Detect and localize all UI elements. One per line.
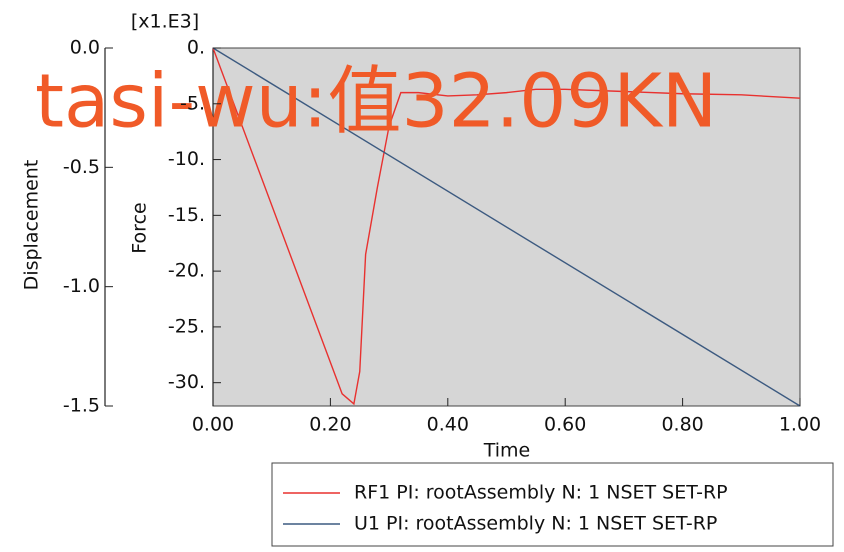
multiplier: [x1.E3]	[131, 11, 199, 33]
y-tick-label: -15.	[168, 204, 205, 226]
y2-tick-label: -0.5	[63, 156, 100, 178]
data-line	[212, 47, 801, 407]
data-line	[212, 47, 801, 406]
x-tick-label: 0.80	[661, 414, 703, 436]
y2-tick-label: -1.5	[63, 395, 100, 417]
x-tick-label: 0.60	[544, 414, 586, 436]
x-tick-label: 1.00	[779, 414, 821, 436]
y-axis-label: Force	[129, 202, 151, 253]
y-tick-label: -20.	[168, 260, 205, 282]
y2-tick-label: -1.0	[63, 275, 100, 297]
y-tick-label: -5.	[180, 92, 205, 114]
y-tick-label: 0.	[187, 37, 205, 59]
y2-tick-label: 0.0	[70, 37, 100, 59]
legend	[271, 462, 834, 547]
x-tick-label: 0.20	[309, 414, 351, 436]
x-axis-label: Time	[483, 440, 531, 462]
legend-label: U1 PI: rootAssembly N: 1 NSET SET-RP	[354, 513, 717, 535]
annotation: tasi-wu:值32.09KN	[35, 59, 717, 145]
y-tick-label: -25.	[168, 315, 205, 337]
y2-axis-label: Displacement	[21, 160, 43, 291]
y-tick-label: -10.	[168, 148, 205, 170]
x-tick-label: 0.00	[192, 414, 234, 436]
legend-label: RF1 PI: rootAssembly N: 1 NSET SET-RP	[354, 482, 728, 504]
x-tick-label: 0.40	[427, 414, 469, 436]
y-tick-label: -30.	[168, 371, 205, 393]
